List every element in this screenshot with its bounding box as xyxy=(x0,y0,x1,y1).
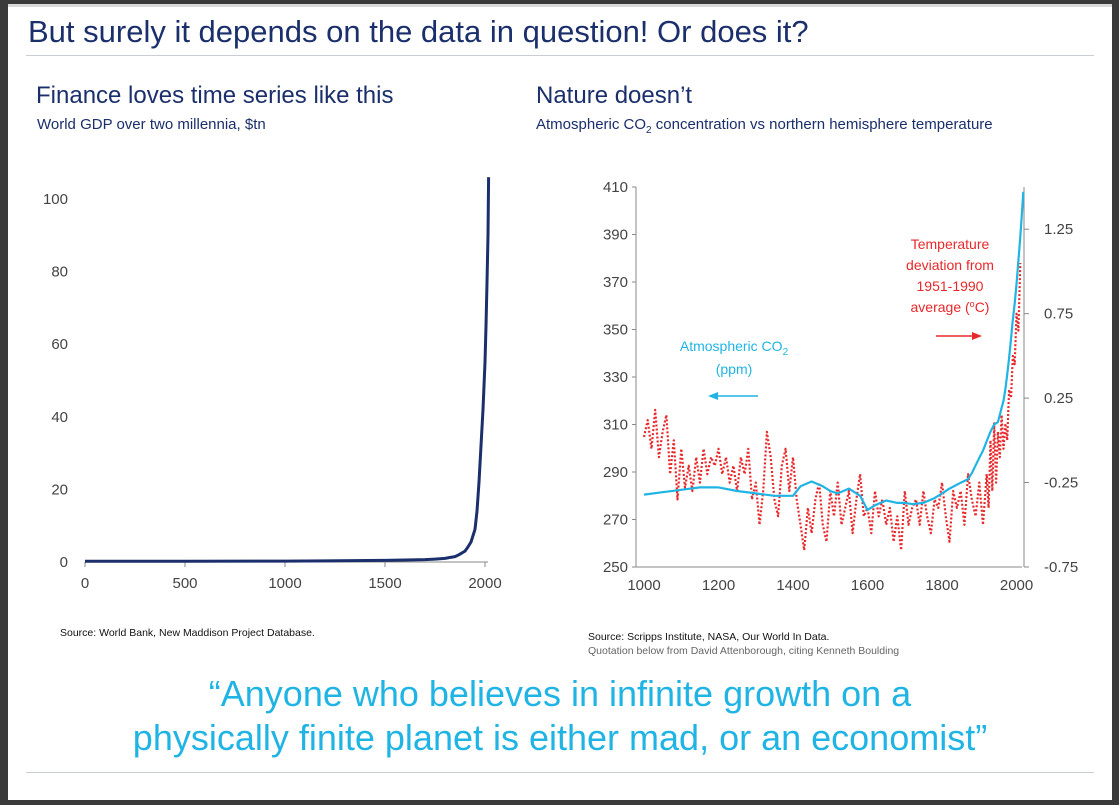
gdp-x-tick-label: 500 xyxy=(172,575,197,592)
gdp-series-line xyxy=(85,177,491,563)
nature-right-tick-label: 0.25 xyxy=(1044,390,1073,407)
nature-left-ticks: 250 270 290 310 330 350 370 390 410 xyxy=(603,179,636,576)
nature-right-tick-label: 0.75 xyxy=(1044,306,1073,323)
left-panel-title: Finance loves time series like this xyxy=(36,82,394,109)
left-panel-caption: World GDP over two millennia, $tn xyxy=(37,116,266,133)
nature-left-tick-label: 330 xyxy=(603,369,628,386)
nature-right-tick-label: 1.25 xyxy=(1044,221,1073,238)
co2-arrow-head xyxy=(708,392,718,400)
temp-label-line1: Temperature xyxy=(911,236,990,252)
nature-left-tick-label: 350 xyxy=(603,322,628,339)
quote: “Anyone who believes in infinite growth … xyxy=(8,672,1112,760)
co2-series-line xyxy=(643,191,1025,512)
bottom-divider xyxy=(26,772,1094,773)
nature-left-tick-label: 270 xyxy=(603,512,628,529)
nature-x-ticks: 1000 1200 1400 1600 1800 2000 xyxy=(627,577,1033,594)
gdp-x-ticks: 0 500 1000 1500 2000 xyxy=(81,562,502,592)
gdp-y-tick-label: 100 xyxy=(43,191,68,208)
gdp-y-tick-label: 60 xyxy=(51,336,68,353)
nature-left-tick-label: 290 xyxy=(603,464,628,481)
gdp-x-tick-label: 0 xyxy=(81,575,89,592)
slide: But surely it depends on the data in que… xyxy=(8,4,1112,800)
nature-left-tick-label: 390 xyxy=(603,227,628,244)
temp-arrow-head xyxy=(972,332,982,340)
top-bar xyxy=(8,4,1112,7)
gdp-y-tick-label: 20 xyxy=(51,481,68,498)
temperature-annotation: Temperature deviation from 1951-1990 ave… xyxy=(906,236,994,340)
temp-label-line4: average (oC) xyxy=(911,299,990,315)
nature-x-tick-label: 1600 xyxy=(851,577,884,594)
nature-right-tick-label: -0.25 xyxy=(1044,475,1078,492)
gdp-y-tick-label: 80 xyxy=(51,264,68,281)
nature-chart: 1000 1200 1400 1600 1800 2000 250 270 290 310 330… xyxy=(603,179,1078,594)
right-panel-title: Nature doesn’t xyxy=(536,82,693,109)
temperature-series-line xyxy=(642,262,1022,552)
gdp-x-tick-label: 1000 xyxy=(268,575,301,592)
quote-line2: physically finite planet is either mad, … xyxy=(132,717,988,758)
co2-label-line2: (ppm) xyxy=(716,361,753,377)
right-panel-caption: Atmospheric CO2 concentration vs norther… xyxy=(536,116,993,136)
nature-x-tick-label: 1400 xyxy=(776,577,809,594)
co2-label-line1: Atmospheric CO2 xyxy=(680,338,789,358)
gdp-x-tick-label: 2000 xyxy=(468,575,501,592)
gdp-y-tick-label: 0 xyxy=(60,554,68,571)
nature-left-tick-label: 250 xyxy=(603,559,628,576)
title-divider xyxy=(26,55,1094,56)
gdp-x-tick-label: 1500 xyxy=(368,575,401,592)
page-title: But surely it depends on the data in que… xyxy=(28,14,809,49)
gdp-chart: 0 500 1000 1500 2000 0 20 40 60 80 100 xyxy=(43,177,502,592)
nature-x-tick-label: 1800 xyxy=(925,577,958,594)
nature-left-tick-label: 410 xyxy=(603,179,628,196)
temp-label-line2: deviation from xyxy=(906,257,994,273)
nature-x-tick-label: 1000 xyxy=(627,577,660,594)
left-source: Source: World Bank, New Maddison Project… xyxy=(60,627,315,639)
gdp-y-tick-label: 40 xyxy=(51,409,68,426)
quote-line1: “Anyone who believes in infinite growth … xyxy=(208,673,912,714)
right-source: Source: Scripps Institute, NASA, Our Wor… xyxy=(588,631,830,643)
nature-right-tick-label: -0.75 xyxy=(1044,559,1078,576)
nature-right-ticks: -0.75 -0.25 0.25 0.75 1.25 xyxy=(1024,221,1078,576)
right-source-note: Quotation below from David Attenborough,… xyxy=(588,645,900,657)
gdp-y-ticks: 0 20 40 60 80 100 xyxy=(43,191,68,571)
nature-x-tick-label: 2000 xyxy=(1000,577,1033,594)
nature-x-tick-label: 1200 xyxy=(702,577,735,594)
co2-annotation: Atmospheric CO2 (ppm) xyxy=(680,338,789,400)
nature-left-tick-label: 310 xyxy=(603,417,628,434)
nature-left-tick-label: 370 xyxy=(603,274,628,291)
temp-label-line3: 1951-1990 xyxy=(917,278,984,294)
